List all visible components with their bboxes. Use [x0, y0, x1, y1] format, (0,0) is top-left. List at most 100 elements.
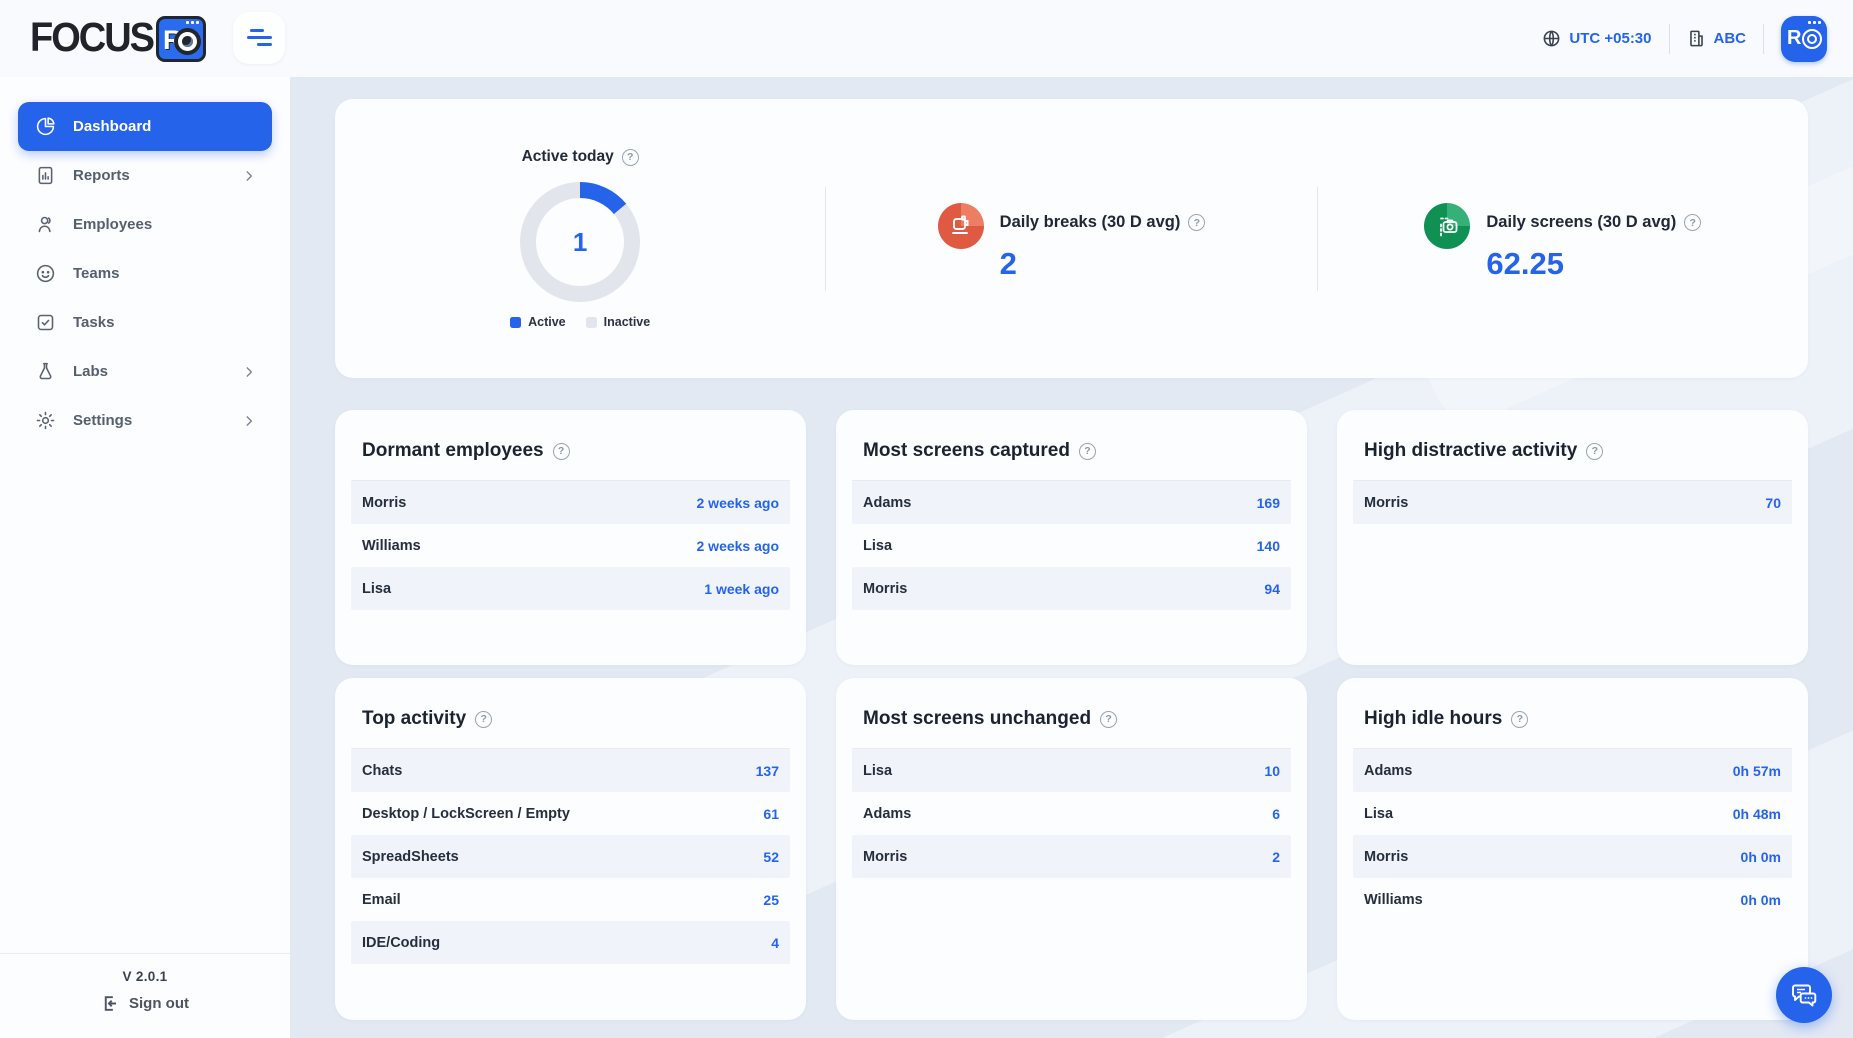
organization-display[interactable]: ABC	[1687, 29, 1747, 48]
sidebar-footer: V 2.0.1 Sign out	[0, 953, 290, 1038]
table-row[interactable]: Morris 94	[852, 567, 1291, 610]
timezone-display[interactable]: UTC +05:30	[1542, 29, 1652, 48]
sidebar-item-employees[interactable]: Employees	[18, 200, 272, 249]
row-name: Morris	[362, 494, 407, 511]
card-high-distractive-activity: High distractive activity? Morris 70	[1337, 410, 1808, 665]
card-title: Dormant employees	[362, 440, 544, 461]
organization-label: ABC	[1713, 30, 1747, 47]
sidebar-item-labs[interactable]: Labs	[18, 347, 272, 396]
chat-bubbles-icon	[1792, 984, 1817, 1007]
card-dormant-employees: Dormant employees? Morris 2 weeks ago Willi…	[335, 410, 806, 665]
row-value: 0h 57m	[1732, 762, 1781, 779]
table-row[interactable]: Desktop / LockScreen / Empty 61	[351, 792, 790, 835]
table-row[interactable]: Lisa 140	[852, 524, 1291, 567]
legend-swatch-active	[510, 316, 522, 328]
sidebar-toggle-button[interactable]	[233, 12, 285, 64]
help-icon[interactable]: ?	[475, 710, 493, 728]
table-row[interactable]: Lisa 1 week ago	[351, 567, 790, 610]
table-row[interactable]: Williams 0h 0m	[1353, 878, 1792, 921]
table-row[interactable]: Chats 137	[351, 749, 790, 792]
row-name: SpreadSheets	[362, 848, 459, 865]
table-row[interactable]: Morris 70	[1353, 481, 1792, 524]
row-name: Lisa	[1364, 805, 1394, 822]
row-value: 169	[1256, 494, 1280, 511]
row-value: 0h 0m	[1740, 891, 1781, 908]
card-title: High idle hours	[1364, 708, 1503, 729]
table-row[interactable]: Adams 6	[852, 792, 1291, 835]
row-name: Morris	[1364, 494, 1409, 511]
table-row[interactable]: IDE/Coding 4	[351, 921, 790, 964]
help-icon[interactable]: ?	[1188, 214, 1206, 231]
sidebar-item-teams[interactable]: Teams	[18, 249, 272, 298]
row-name: Email	[362, 891, 401, 908]
gear-icon	[34, 410, 56, 432]
card-most-screens-captured: Most screens captured? Adams 169 Lisa 140 Mor…	[836, 410, 1307, 665]
card-title: Most screens unchanged	[863, 708, 1092, 729]
active-today-stat: Active today ? 1 Active Inactive	[335, 148, 825, 329]
row-value: 6	[1272, 805, 1280, 822]
card-title: High distractive activity	[1364, 440, 1578, 461]
table-row[interactable]: SpreadSheets 52	[351, 835, 790, 878]
row-value: 140	[1256, 537, 1280, 554]
user-avatar[interactable]: R	[1781, 15, 1827, 62]
topbar-right: UTC +05:30 ABC R	[1542, 15, 1827, 62]
card-rows: Chats 137 Desktop / LockScreen / Empty 61 Sp…	[351, 748, 790, 964]
row-value: 94	[1264, 580, 1280, 597]
table-row[interactable]: Email 25	[351, 878, 790, 921]
legend-item-active: Active	[510, 315, 566, 329]
table-row[interactable]: Williams 2 weeks ago	[351, 524, 790, 567]
row-value: 137	[755, 762, 779, 779]
table-row[interactable]: Adams 0h 57m	[1353, 749, 1792, 792]
help-icon[interactable]: ?	[621, 148, 639, 166]
help-icon[interactable]: ?	[1511, 710, 1529, 728]
sidebar-item-dashboard[interactable]: Dashboard	[18, 102, 272, 151]
row-name: Morris	[1364, 848, 1409, 865]
table-row[interactable]: Adams 169	[852, 481, 1291, 524]
row-name: Williams	[1364, 891, 1423, 908]
card-title: Most screens captured	[863, 440, 1070, 461]
table-row[interactable]: Morris 2 weeks ago	[351, 481, 790, 524]
report-icon	[34, 165, 56, 187]
help-icon[interactable]: ?	[1100, 710, 1118, 728]
pie-chart-icon	[34, 116, 56, 138]
daily-screens-title: Daily screens (30 D avg)	[1486, 213, 1677, 231]
globe-icon	[1543, 30, 1560, 47]
row-value: 4	[771, 934, 779, 951]
card-header: High idle hours?	[1364, 708, 1781, 730]
donut-active-arc	[520, 182, 641, 302]
row-name: Chats	[362, 762, 403, 779]
chevron-right-icon	[242, 365, 256, 379]
row-name: Morris	[863, 848, 908, 865]
donut-legend: Active Inactive	[510, 315, 650, 329]
row-value: 2 weeks ago	[696, 537, 780, 554]
card-high-idle-hours: High idle hours? Adams 0h 57m Lisa 0h 48m Mor…	[1337, 678, 1808, 1020]
row-value: 0h 0m	[1740, 848, 1781, 865]
row-value: 10	[1264, 762, 1280, 779]
card-rows: Morris 2 weeks ago Williams 2 weeks ago Lisa…	[351, 480, 790, 610]
row-value: 2 weeks ago	[696, 494, 780, 511]
table-row[interactable]: Morris 0h 0m	[1353, 835, 1792, 878]
row-value: 0h 48m	[1732, 805, 1781, 822]
table-row[interactable]: Morris 2	[852, 835, 1291, 878]
divider	[1668, 23, 1670, 54]
card-header: Most screens captured?	[863, 440, 1280, 462]
table-row[interactable]: Lisa 10	[852, 749, 1291, 792]
table-row[interactable]: Lisa 0h 48m	[1353, 792, 1792, 835]
help-icon[interactable]: ?	[552, 442, 570, 460]
help-icon[interactable]: ?	[1586, 442, 1604, 460]
divider	[1316, 186, 1318, 291]
row-name: Adams	[863, 494, 912, 511]
daily-breaks-value: 2	[999, 246, 1017, 281]
sign-out-button[interactable]: Sign out	[101, 994, 189, 1013]
help-icon[interactable]: ?	[1078, 442, 1096, 460]
sidebar-item-reports[interactable]: Reports	[18, 151, 272, 200]
sidebar-item-settings[interactable]: Settings	[18, 396, 272, 445]
daily-screens-value: 62.25	[1486, 246, 1564, 281]
help-icon[interactable]: ?	[1684, 214, 1702, 231]
card-rows: Lisa 10 Adams 6 Morris 2	[852, 748, 1291, 878]
task-icon	[34, 312, 56, 334]
sidebar-item-tasks[interactable]: Tasks	[18, 298, 272, 347]
app-logo[interactable]: FOCUS R	[30, 15, 206, 62]
row-name: Morris	[863, 580, 908, 597]
support-chat-button[interactable]	[1776, 967, 1832, 1023]
